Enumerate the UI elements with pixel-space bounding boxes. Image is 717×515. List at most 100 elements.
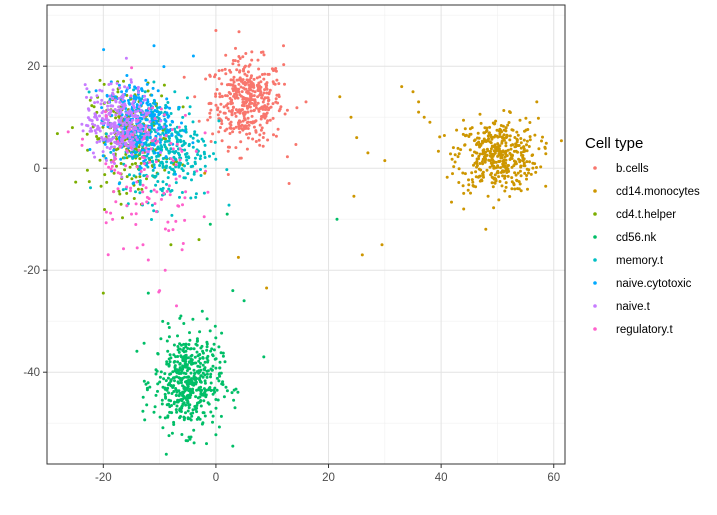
point-memory.t: [127, 154, 131, 158]
point-b.cells: [235, 93, 239, 97]
point-b.cells: [237, 124, 241, 128]
point-cd14.monocytes: [499, 171, 503, 174]
point-b.cells: [265, 96, 269, 100]
point-naive.t: [136, 129, 140, 133]
point-cd14.monocytes: [524, 116, 528, 120]
point-memory.t: [174, 158, 178, 162]
point-cd14.monocytes: [512, 159, 516, 163]
point-cd14.monocytes: [470, 178, 474, 182]
point-cd14.monocytes: [488, 165, 492, 169]
point-cd14.monocytes: [528, 121, 532, 124]
point-memory.t: [150, 122, 154, 126]
point-cd14.monocytes: [519, 141, 523, 145]
point-cd4.t.helper: [160, 94, 164, 98]
point-b.cells: [276, 127, 280, 131]
point-regulatory.t: [180, 149, 184, 153]
point-cd56.nk: [182, 401, 186, 405]
point-naive.t: [110, 97, 114, 100]
point-b.cells: [226, 106, 230, 110]
point-memory.t: [153, 122, 157, 126]
point-memory.t: [160, 145, 164, 149]
point-regulatory.t: [178, 174, 182, 178]
point-cd56.nk: [232, 398, 236, 402]
point-cd56.nk: [189, 391, 193, 395]
point-memory.t: [193, 130, 197, 134]
point-cd14.monocytes: [466, 188, 470, 192]
point-regulatory.t: [135, 246, 139, 250]
point-memory.t: [138, 181, 142, 185]
point-memory.t: [151, 174, 155, 178]
point-b.cells: [258, 143, 262, 147]
point-cd56.nk: [180, 433, 184, 436]
point-memory.t: [167, 187, 171, 191]
point-cd14.monocytes: [487, 132, 491, 135]
point-regulatory.t: [169, 157, 173, 161]
point-b.cells: [247, 83, 251, 87]
point-naive.t: [142, 115, 146, 119]
point-cd56.nk: [231, 444, 235, 448]
point-cd14.monocytes: [400, 85, 404, 89]
point-cd56.nk: [165, 362, 169, 366]
point-cd56.nk: [182, 322, 186, 325]
point-cd14.monocytes: [461, 171, 465, 175]
point-naive.t: [136, 109, 140, 113]
point-cd56.nk: [214, 406, 218, 410]
point-cd14.monocytes: [502, 133, 506, 137]
point-naive.t: [131, 137, 135, 141]
point-memory.t: [178, 156, 182, 160]
point-naive.t: [96, 100, 100, 104]
point-cd56.nk: [193, 372, 196, 376]
point-cd14.monocytes: [490, 171, 493, 175]
point-cd14.monocytes: [501, 161, 505, 165]
point-memory.t: [156, 145, 160, 149]
point-cd14.monocytes: [495, 145, 499, 149]
point-b.cells: [256, 88, 260, 92]
legend-key-b.cells: [593, 166, 597, 170]
point-b.cells: [260, 93, 264, 97]
point-cd14.monocytes: [453, 153, 457, 157]
point-cd4.t.helper: [130, 162, 134, 166]
point-b.cells: [255, 76, 259, 80]
point-b.cells: [304, 100, 308, 104]
point-b.cells: [258, 75, 262, 79]
point-naive.cytotoxic: [132, 181, 136, 185]
point-cd4.t.helper: [112, 171, 116, 175]
point-regulatory.t: [183, 218, 187, 222]
point-naive.t: [118, 100, 122, 104]
point-memory.t: [158, 164, 162, 167]
point-memory.t: [165, 182, 168, 186]
point-b.cells: [246, 116, 250, 120]
point-cd14.monocytes: [438, 135, 442, 139]
point-memory.t: [149, 130, 153, 134]
point-cd14.monocytes: [541, 135, 544, 139]
point-b.cells: [241, 128, 245, 132]
point-memory.t: [149, 189, 153, 193]
point-cd14.monocytes: [469, 191, 472, 195]
point-b.cells: [246, 127, 250, 130]
point-cd56.nk: [200, 422, 204, 426]
point-cd14.monocytes: [459, 148, 463, 152]
point-b.cells: [244, 87, 248, 91]
point-naive.t: [146, 130, 150, 134]
y-tick-label: 20: [27, 61, 40, 73]
point-naive.cytotoxic: [165, 111, 169, 115]
point-b.cells: [256, 84, 260, 88]
panel-border: [46, 4, 566, 465]
point-regulatory.t: [171, 147, 175, 151]
point-cd4.t.helper: [139, 161, 143, 165]
legend-label-naive.t: naive.t: [616, 301, 651, 313]
point-b.cells: [254, 106, 258, 110]
point-cd4.t.helper: [105, 180, 109, 184]
legend-key-regulatory.t: [593, 327, 597, 331]
point-b.cells: [265, 91, 269, 95]
point-memory.t: [193, 132, 196, 136]
point-regulatory.t: [202, 215, 206, 219]
point-cd56.nk: [212, 388, 216, 392]
point-cd56.nk: [190, 362, 194, 366]
point-regulatory.t: [149, 147, 153, 151]
point-cd56.nk: [211, 353, 214, 357]
point-naive.t: [120, 140, 124, 144]
point-naive.t: [124, 141, 128, 145]
point-cd56.nk: [170, 404, 173, 407]
